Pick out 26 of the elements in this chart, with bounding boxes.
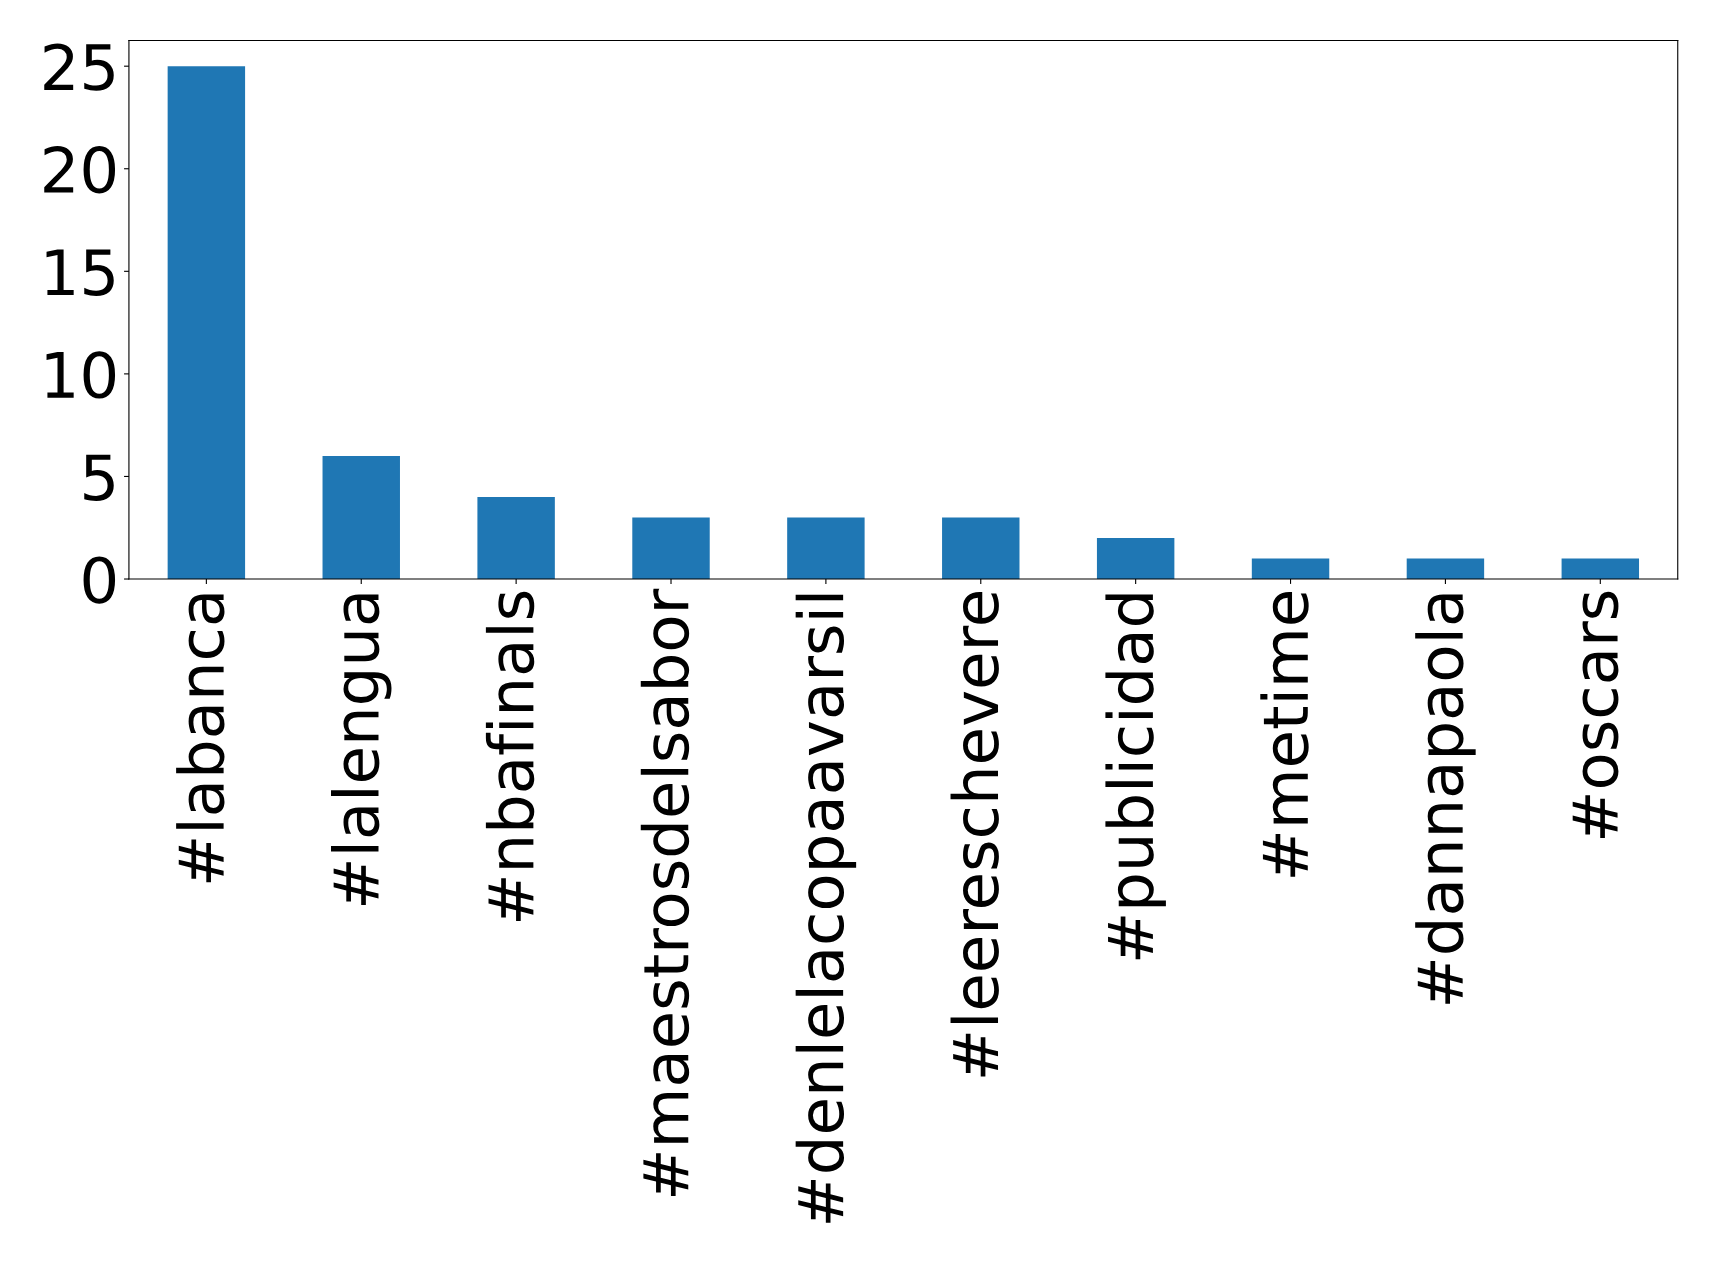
x-tick-label: #maestrosdelsabor bbox=[640, 588, 690, 1197]
x-tick-label: #denlelacopaavarsil bbox=[795, 594, 857, 1223]
bar bbox=[1096, 537, 1175, 580]
bar bbox=[1561, 558, 1640, 580]
y-tick-label: 15 bbox=[46, 249, 114, 296]
x-tick-label: #publicidad bbox=[1105, 594, 1166, 960]
y-tick-label: 10 bbox=[46, 351, 116, 399]
bar bbox=[477, 496, 555, 580]
y-tick-label: 20 bbox=[44, 146, 116, 194]
y-tick-label: 5 bbox=[84, 454, 114, 502]
bar bbox=[322, 455, 400, 580]
y-tick-label: 0 bbox=[83, 556, 116, 604]
x-tick-label: #oscars bbox=[1572, 591, 1619, 839]
x-tick-label: #leereschevere bbox=[950, 592, 999, 1077]
bar bbox=[787, 517, 865, 580]
bar bbox=[942, 517, 1020, 580]
x-tick-label: #labanca bbox=[176, 594, 225, 883]
y-tick-label: 25 bbox=[44, 43, 114, 91]
x-tick-label: #lalengua bbox=[331, 594, 392, 905]
x-tick-label: #dannapaola bbox=[1415, 594, 1476, 1004]
bar bbox=[632, 517, 710, 580]
bar bbox=[1251, 558, 1330, 580]
x-tick-label: #nbafinals bbox=[485, 591, 535, 922]
bar bbox=[1406, 558, 1485, 580]
x-tick-label: #metime bbox=[1260, 592, 1309, 877]
bar bbox=[167, 66, 246, 580]
